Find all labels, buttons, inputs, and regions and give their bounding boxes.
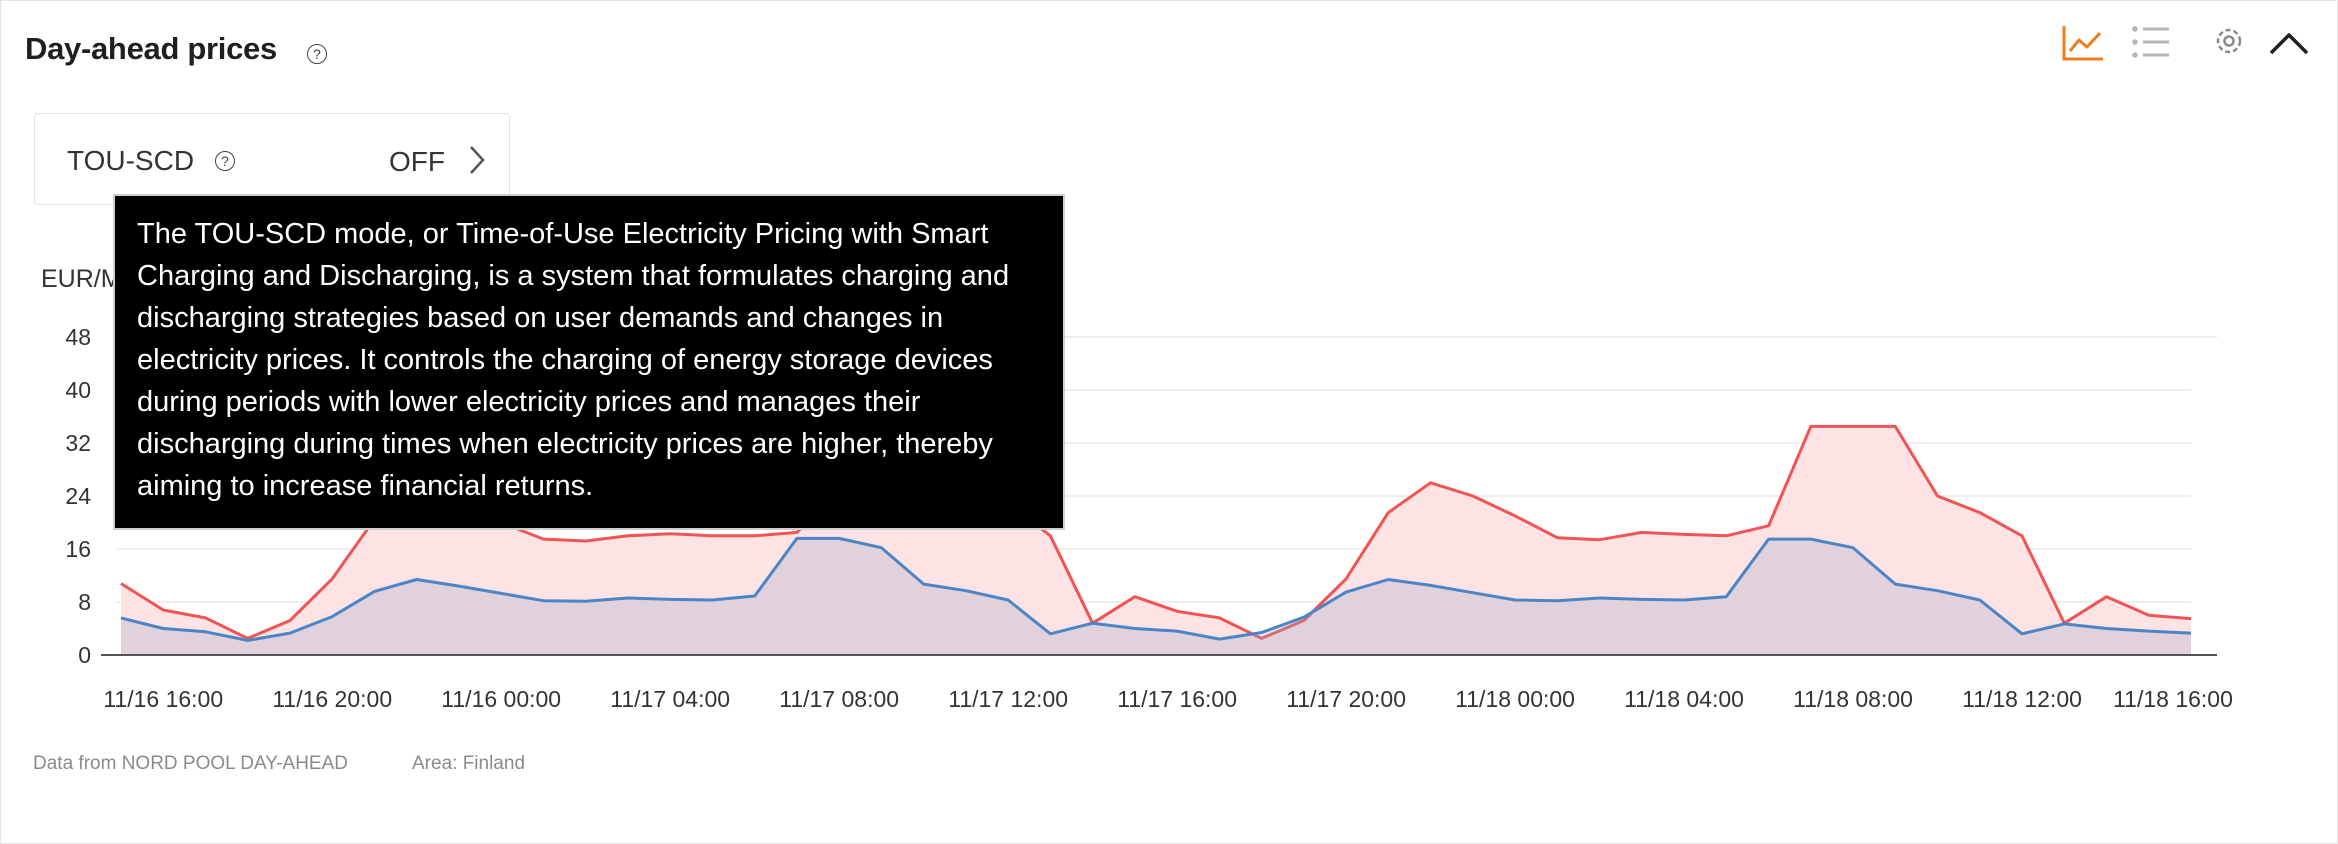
- x-tick-label: 11/17 04:00: [610, 686, 730, 712]
- y-tick-label: 32: [65, 430, 91, 456]
- x-tick-label: 11/18 04:00: [1624, 686, 1744, 712]
- y-tick-label: 0: [78, 642, 91, 668]
- x-tick-label: 11/17 12:00: [948, 686, 1068, 712]
- chevron-right-icon: [470, 146, 485, 174]
- x-tick-label: 11/16 16:00: [103, 686, 223, 712]
- y-tick-label: 16: [65, 536, 91, 562]
- area-label: Area: Finland: [412, 753, 526, 774]
- x-tick-label: 11/18 08:00: [1793, 686, 1913, 712]
- data-source-label: Data from NORD POOL DAY-AHEAD: [33, 753, 348, 774]
- y-axis-unit-label: EUR/M: [41, 265, 122, 293]
- chevron-up-icon[interactable]: [2267, 23, 2311, 63]
- list-icon[interactable]: [2129, 23, 2173, 63]
- line-chart-icon[interactable]: [2061, 23, 2105, 63]
- series-area-2: [121, 538, 2191, 655]
- y-tick-label: 40: [65, 377, 91, 403]
- y-tick-label: 24: [65, 483, 91, 509]
- tou-help-icon[interactable]: ?: [215, 151, 235, 171]
- x-tick-label: 11/16 00:00: [441, 686, 561, 712]
- y-tick-label: 8: [78, 589, 91, 615]
- x-tick-label: 11/17 08:00: [779, 686, 899, 712]
- y-tick-label: 48: [65, 324, 91, 350]
- page-title: Day-ahead prices: [25, 31, 277, 66]
- x-tick-label: 11/16 20:00: [272, 686, 392, 712]
- x-tick-label: 11/17 16:00: [1117, 686, 1237, 712]
- tou-scd-label: TOU-SCD: [67, 145, 195, 176]
- x-tick-label: 11/17 20:00: [1286, 686, 1406, 712]
- tou-scd-value: OFF: [389, 146, 445, 177]
- x-tick-label: 11/18 00:00: [1455, 686, 1575, 712]
- title-help-icon[interactable]: ?: [307, 44, 327, 64]
- x-tick-label: 11/18 16:00: [2113, 686, 2233, 712]
- series-line-2: [120, 536, 2192, 642]
- x-tick-label: 11/18 12:00: [1962, 686, 2082, 712]
- tou-scd-tooltip: The TOU-SCD mode, or Time-of-Use Electri…: [113, 194, 1065, 530]
- gear-icon[interactable]: [2207, 23, 2251, 63]
